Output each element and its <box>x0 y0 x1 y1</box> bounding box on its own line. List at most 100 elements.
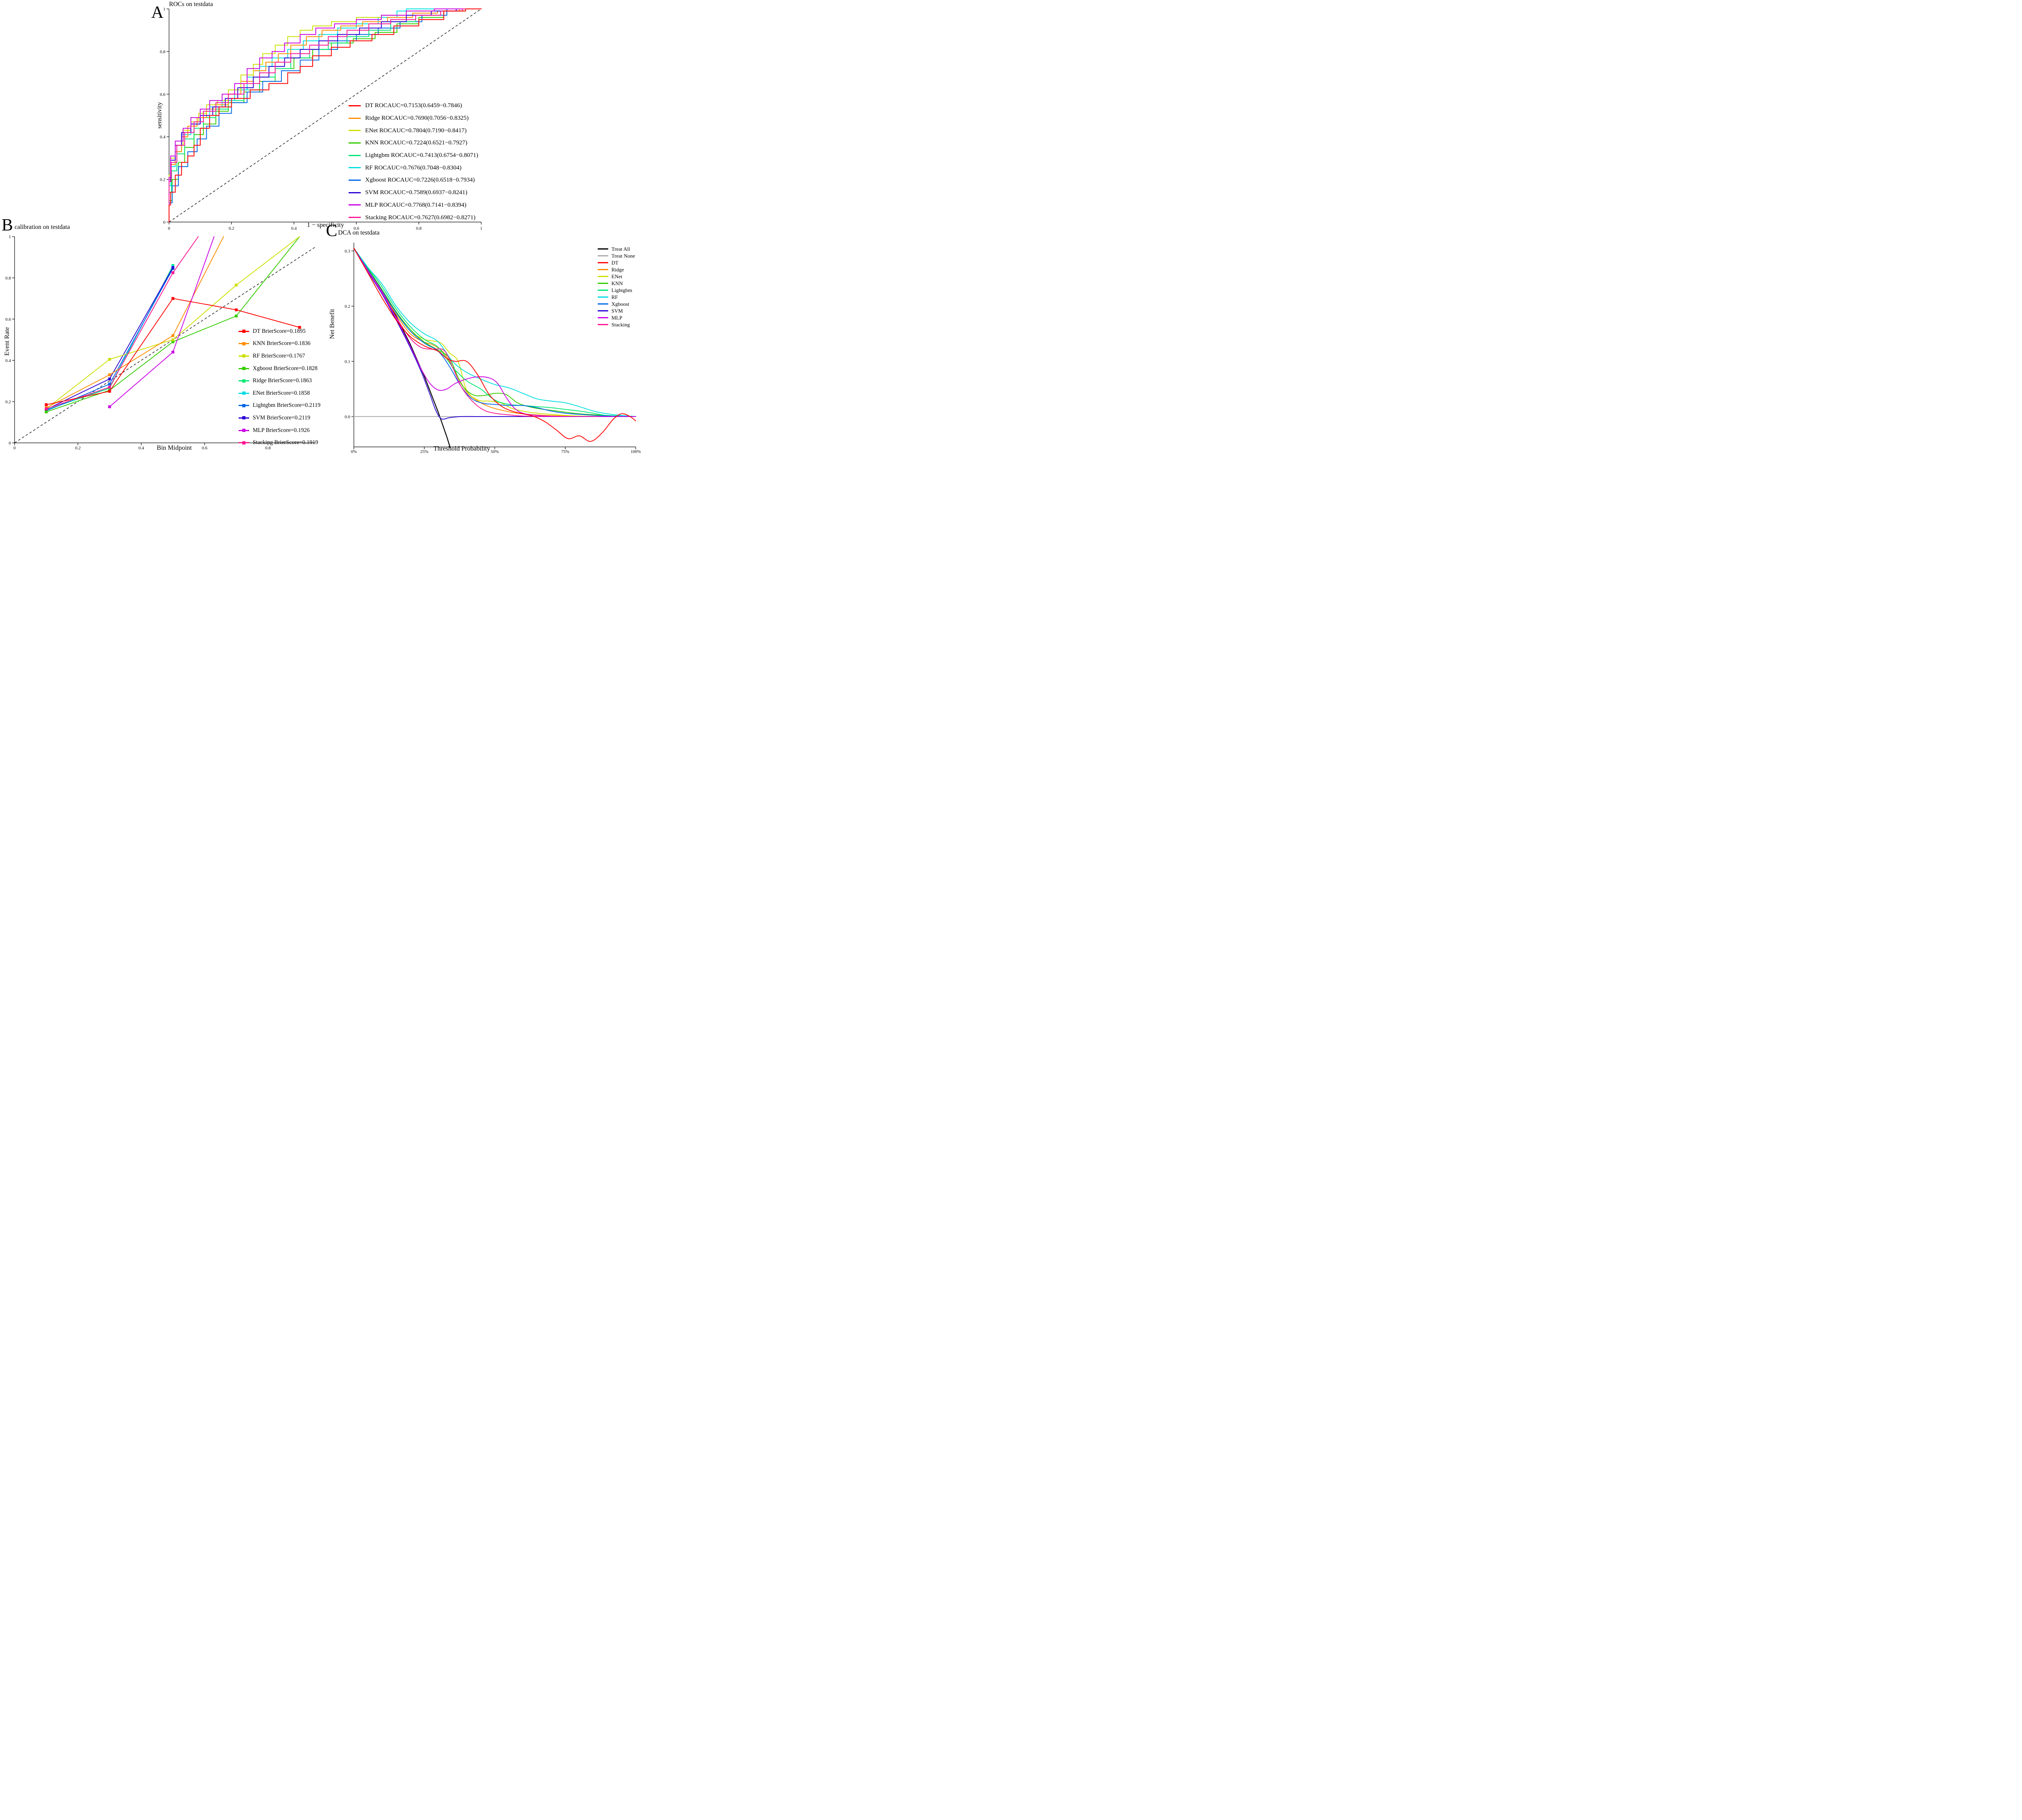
calibration-marker-Xgboost <box>171 340 175 343</box>
legend-swatch <box>239 367 249 370</box>
calibration-marker-DT <box>298 326 301 329</box>
calibration-plot: 0 0.2 0.4 0.6 0.8 0 0.2 0.4 0.6 0.8 1 <box>5 235 316 451</box>
calibration-marker-Xgboost <box>235 314 238 317</box>
legend-label: Treat All <box>611 245 630 252</box>
legend-item: SVM <box>598 307 635 314</box>
legend-label: Xgboost ROCAUC=0.7226(0.6518−0.7934) <box>365 176 475 184</box>
legend-label: Ridge ROCAUC=0.7690(0.7056−0.8325) <box>365 114 469 122</box>
legend-label: RF ROCAUC=0.7676(0.7048−0.8304) <box>365 164 462 171</box>
x-tick-label: 100% <box>630 449 641 454</box>
legend-item: Lightgbm ROCAUC=0.7413(0.6754−0.8071) <box>349 149 478 162</box>
legend-swatch <box>239 379 249 383</box>
legend-swatch <box>349 179 361 181</box>
calibration-marker-RF <box>171 338 175 341</box>
legend-swatch <box>239 441 249 444</box>
roc-title: ROCs on testdata <box>169 1 213 8</box>
legend-item: MLP <box>598 314 635 321</box>
legend-swatch <box>598 283 608 284</box>
legend-item: KNN ROCAUC=0.7224(0.6521−0.7927) <box>349 137 478 149</box>
legend-swatch <box>598 290 608 291</box>
x-tick-label: 0.6 <box>353 226 359 231</box>
x-tick-label: 0 <box>168 226 170 231</box>
legend-label: SVM ROCAUC=0.7589(0.6937−0.8241) <box>365 189 467 196</box>
legend-label: Xgboost <box>611 301 630 307</box>
x-tick-label: 0.2 <box>75 446 81 451</box>
calibration-marker-Stacking <box>44 407 48 411</box>
y-tick-label: 0.6 <box>5 317 11 322</box>
legend-swatch <box>349 154 361 156</box>
legend-label: Stacking <box>611 321 630 328</box>
y-tick-label: 0 <box>9 441 11 446</box>
calibration-marker-DT <box>171 297 175 300</box>
legend-swatch <box>349 142 361 144</box>
dca-curve-KNN <box>353 248 636 417</box>
y-tick-label: 0.0 <box>345 415 350 419</box>
y-tick-label: 1 <box>9 235 11 239</box>
legend-item: Stacking <box>598 321 635 328</box>
legend-label: SVM BrierScore=0.2119 <box>253 414 311 421</box>
x-tick-label: 1 <box>480 226 482 231</box>
calibration-marker-DT <box>235 308 238 311</box>
legend-item: Ridge <box>598 266 635 273</box>
y-tick-label: 0.3 <box>345 249 350 254</box>
legend-swatch <box>598 310 608 311</box>
legend-label: RF <box>611 294 618 300</box>
legend-item: RF BrierScore=0.1767 <box>239 350 320 362</box>
legend-dca: Treat All Treat None DT Ridge ENet KNN Lightgb… <box>598 245 635 328</box>
x-tick-label: 0% <box>351 449 357 454</box>
legend-label: MLP ROCAUC=0.7768(0.7141−0.8394) <box>365 201 467 208</box>
legend-swatch <box>239 416 249 420</box>
dca-curve-Ridge <box>353 248 636 417</box>
calibration-xaxis-label: Bin Midpoint <box>157 444 192 451</box>
dca-title: DCA on testdata <box>338 229 380 236</box>
legend-swatch <box>598 262 608 263</box>
calibration-marker-Lightgbm <box>108 383 111 386</box>
legend-label: Lightgbm <box>611 287 632 293</box>
legend-swatch <box>349 192 361 193</box>
panel-a-label: A <box>151 3 164 22</box>
legend-item: ENet BrierScore=0.1858 <box>239 387 320 400</box>
legend-swatch <box>239 429 249 432</box>
legend-swatch <box>349 217 361 218</box>
legend-item: Xgboost BrierScore=0.1828 <box>239 362 320 375</box>
legend-label: Ridge <box>611 266 624 273</box>
calibration-axes: 0 0.2 0.4 0.6 0.8 0 0.2 0.4 0.6 0.8 1 <box>5 235 315 451</box>
y-tick-label: 0 <box>163 220 166 225</box>
legend-item: Lightgbm BrierScore=0.2119 <box>239 400 320 412</box>
legend-swatch <box>598 296 608 298</box>
calibration-yaxis-label: Event Rate <box>4 327 11 356</box>
y-tick-label: 0.2 <box>160 178 165 182</box>
legend-label: ENet ROCAUC=0.7804(0.7190−0.8417) <box>365 127 467 134</box>
roc-curve-Stacking <box>169 8 482 222</box>
legend-item: Stacking ROCAUC=0.7627(0.6982−0.8271) <box>349 211 478 224</box>
legend-item: MLP ROCAUC=0.7768(0.7141−0.8394) <box>349 199 478 212</box>
calibration-curve-MLP <box>109 236 215 407</box>
roc-xaxis-label: 1 − specificity <box>307 222 344 229</box>
calibration-marker-MLP <box>171 351 175 354</box>
dca-curve-MLP <box>353 248 636 417</box>
legend-swatch <box>598 317 608 318</box>
calibration-title: calibration on testdata <box>15 224 70 231</box>
dca-curve-Xgboost <box>353 248 636 417</box>
calibration-marker-Stacking <box>108 385 111 389</box>
legend-swatch <box>598 276 608 277</box>
legend-swatch <box>239 354 249 358</box>
legend-item: SVM ROCAUC=0.7589(0.6937−0.8241) <box>349 186 478 199</box>
y-tick-label: 0.6 <box>160 92 165 97</box>
legend-item: RF <box>598 294 635 301</box>
dca-curve-SVM <box>353 248 636 420</box>
legend-item: Lightgbm <box>598 287 635 294</box>
legend-item: DT ROCAUC=0.7153(0.6459−0.7846) <box>349 99 478 112</box>
legend-label: KNN ROCAUC=0.7224(0.6521−0.7927) <box>365 139 467 146</box>
dca-curve-RF <box>353 248 636 417</box>
legend-item: Stacking BrierScore=0.1919 <box>239 436 320 449</box>
calibration-marker-MLP <box>108 405 111 408</box>
legend-label: Lightgbm ROCAUC=0.7413(0.6754−0.8071) <box>365 152 478 159</box>
x-tick-label: 0.6 <box>202 446 207 451</box>
calibration-marker-SVM <box>108 377 111 381</box>
dca-yaxis-label: Net Benefit <box>329 309 336 339</box>
legend-label: Stacking BrierScore=0.1919 <box>253 439 318 446</box>
calibration-series-group <box>44 236 301 413</box>
legend-item: KNN BrierScore=0.1836 <box>239 338 320 350</box>
y-tick-label: 0.1 <box>345 359 350 364</box>
